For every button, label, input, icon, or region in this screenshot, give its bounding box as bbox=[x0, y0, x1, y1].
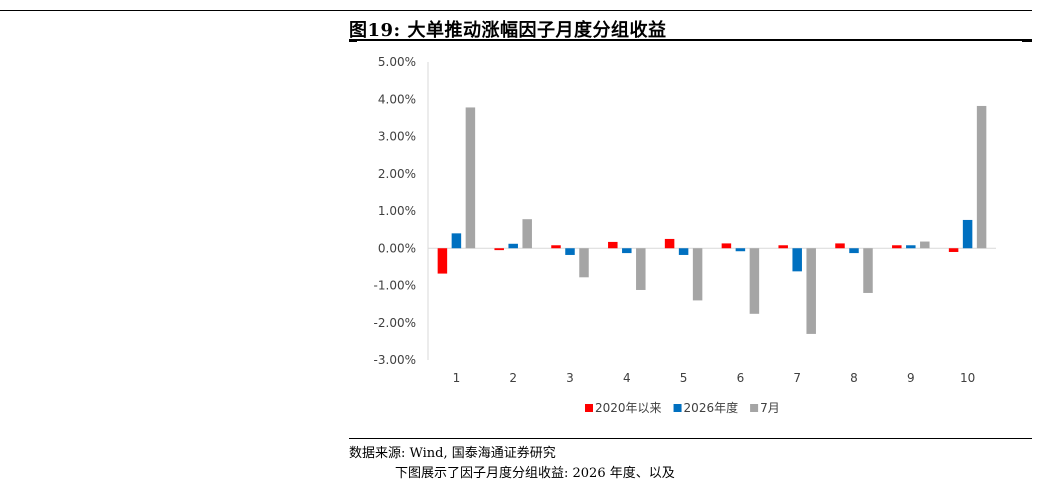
bar bbox=[664, 238, 675, 249]
bar bbox=[451, 233, 462, 249]
legend-swatch bbox=[750, 404, 759, 412]
legend-label: 7月 bbox=[760, 401, 780, 415]
y-tick-label: -3.00% bbox=[374, 353, 416, 367]
bar bbox=[494, 248, 504, 251]
x-tick-label: 1 bbox=[453, 371, 461, 385]
x-tick-label: 3 bbox=[566, 371, 574, 385]
y-tick-label: 4.00% bbox=[378, 92, 416, 106]
legend-label: 2026年度 bbox=[684, 400, 739, 415]
source-note: 数据来源: Wind, 国泰海通证券研究 bbox=[349, 446, 556, 461]
title-rule-tick-left bbox=[349, 40, 357, 42]
legend-label: 2020年以来 bbox=[595, 401, 662, 415]
x-tick-label: 10 bbox=[960, 371, 975, 385]
bar bbox=[849, 248, 859, 254]
x-tick-label: 6 bbox=[737, 371, 745, 385]
body-text-fragment: 下图展示了因子月度分组收益: 2026 年度、以及 bbox=[395, 466, 675, 481]
bar bbox=[522, 219, 532, 249]
bar bbox=[465, 107, 476, 249]
top-rule bbox=[0, 10, 1032, 11]
bar-chart: 5.00% 4.00% 3.00% 2.00% 1.00% 0.00% -1.00% -2.0… bbox=[374, 55, 996, 415]
bar bbox=[508, 243, 518, 249]
bar bbox=[678, 248, 689, 255]
y-tick-label: -1.00% bbox=[374, 279, 416, 293]
x-tick-label: 2 bbox=[509, 371, 517, 385]
bar bbox=[906, 245, 916, 249]
x-tick-label: 9 bbox=[907, 371, 915, 385]
bar bbox=[721, 243, 732, 249]
bar bbox=[437, 248, 448, 274]
bar bbox=[835, 243, 845, 249]
bar bbox=[962, 219, 973, 249]
source-rule bbox=[349, 438, 1032, 439]
bar bbox=[920, 241, 930, 249]
y-tick-label: 3.00% bbox=[378, 130, 416, 144]
bar bbox=[735, 248, 746, 252]
legend-swatch bbox=[585, 404, 593, 412]
bar bbox=[976, 105, 987, 249]
bar bbox=[892, 245, 902, 249]
y-tick-label: -2.00% bbox=[374, 316, 416, 330]
title-rule bbox=[349, 39, 1032, 41]
legend-swatch bbox=[673, 404, 682, 412]
bar bbox=[579, 248, 589, 278]
title-rule-tick-right bbox=[1022, 40, 1032, 42]
y-tick-label: 0.00% bbox=[378, 241, 416, 255]
x-tick-label: 4 bbox=[623, 371, 631, 385]
bar bbox=[622, 248, 632, 254]
bar bbox=[551, 245, 561, 249]
bar bbox=[806, 248, 816, 334]
y-tick-label: 5.00% bbox=[378, 55, 416, 69]
bar bbox=[565, 248, 575, 255]
x-tick-label: 7 bbox=[793, 371, 801, 385]
y-tick-label: 2.00% bbox=[378, 167, 416, 181]
bar bbox=[863, 248, 873, 293]
bar bbox=[636, 248, 646, 290]
bar bbox=[608, 241, 618, 249]
bar bbox=[948, 248, 959, 252]
bar bbox=[792, 248, 802, 272]
y-tick-label: 1.00% bbox=[378, 204, 416, 218]
bar bbox=[692, 248, 703, 301]
figure-title: 图19: 大单推动涨幅因子月度分组收益 bbox=[349, 20, 667, 41]
bar bbox=[749, 248, 760, 314]
bar bbox=[778, 245, 788, 249]
x-tick-label: 8 bbox=[850, 371, 858, 385]
x-tick-label: 5 bbox=[680, 371, 688, 385]
